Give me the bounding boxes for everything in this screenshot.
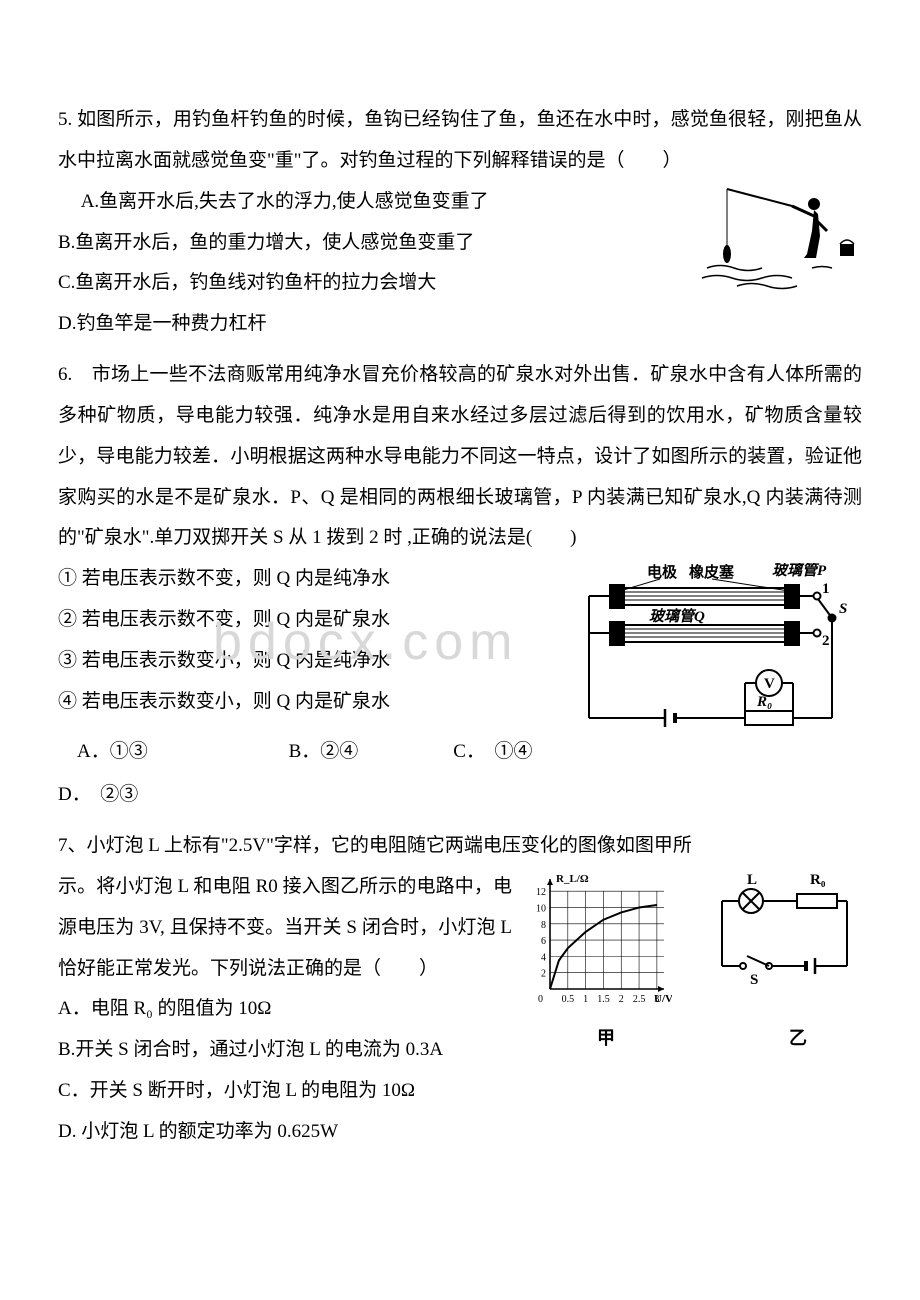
q6-text: 6. 市场上一些不法商贩常用纯净水冒充价格较高的矿泉水对外出售．矿泉水中含有人体… [58, 355, 862, 559]
svg-text:U/V: U/V [654, 993, 672, 1005]
svg-text:S: S [750, 972, 758, 988]
q7-circuit: L R₀ S [707, 871, 857, 1007]
q7-caption-right: 乙 [789, 1019, 807, 1058]
svg-text:1: 1 [583, 994, 588, 1005]
svg-text:S: S [839, 601, 847, 617]
svg-text:2: 2 [541, 969, 546, 980]
svg-text:6: 6 [541, 936, 546, 947]
q6-answer-options: A．①③ B．②④ C． ①④ [58, 732, 618, 773]
q6-opt-b: B．②④ [289, 732, 454, 773]
q6-opt-d: D． ②③ [58, 775, 862, 816]
q5-text: 5. 如图所示，用钓鱼杆钓鱼的时候，鱼钩已经钩住了鱼，鱼还在水中时，感觉鱼很轻，… [58, 100, 862, 182]
svg-text:2: 2 [822, 633, 830, 649]
q6-opt-c: C． ①④ [453, 732, 618, 773]
svg-text:0.5: 0.5 [562, 994, 575, 1005]
svg-text:8: 8 [541, 920, 546, 931]
svg-text:10: 10 [536, 903, 546, 914]
svg-text:橡皮塞: 橡皮塞 [689, 563, 735, 581]
svg-text:1: 1 [822, 581, 830, 597]
fishing-figure [692, 186, 862, 296]
svg-text:2.5: 2.5 [633, 994, 646, 1005]
svg-text:R₀: R₀ [756, 694, 772, 710]
svg-text:1.5: 1.5 [597, 994, 610, 1005]
svg-text:4: 4 [541, 952, 546, 963]
svg-text:0: 0 [538, 994, 543, 1005]
svg-text:L: L [747, 872, 757, 888]
svg-text:12: 12 [536, 887, 546, 898]
q7-text1: 7、小灯泡 L 上标有"2.5V"字样，它的电阻随它两端电压变化的图像如图甲所 [58, 826, 862, 867]
question-7: 7、小灯泡 L 上标有"2.5V"字样，它的电阻随它两端电压变化的图像如图甲所 … [58, 826, 862, 1153]
question-5: 5. 如图所示，用钓鱼杆钓鱼的时候，鱼钩已经钩住了鱼，鱼还在水中时，感觉鱼很轻，… [58, 100, 862, 345]
q5-opt-d: D.钓鱼竿是一种费力杠杆 [58, 304, 862, 345]
svg-text:R₀: R₀ [810, 872, 826, 888]
question-6: 6. 市场上一些不法商贩常用纯净水冒充价格较高的矿泉水对外出售．矿泉水中含有人体… [58, 355, 862, 816]
q7-graph: 0.511.522.53246810120R_L/ΩU/V [522, 871, 672, 1027]
q7-caption-left: 甲 [597, 1019, 615, 1058]
q7-figures: 0.511.522.53246810120R_L/ΩU/V [522, 871, 862, 1058]
q7-opt-c: C．开关 S 断开时，小灯泡 L 的电阻为 10Ω [58, 1071, 862, 1112]
svg-text:玻璃管Q: 玻璃管Q [649, 608, 705, 625]
q7-opt-d: D. 小灯泡 L 的额定功率为 0.625W [58, 1112, 862, 1153]
q6-opt-a: A．①③ [58, 732, 289, 773]
svg-text:R_L/Ω: R_L/Ω [556, 873, 589, 885]
svg-text:V: V [764, 676, 775, 692]
svg-text:电极: 电极 [647, 563, 678, 581]
q6-circuit-figure: 电极 橡皮塞 玻璃管P 玻璃管Q 1 S 2 V R₀ [577, 563, 862, 728]
svg-text:玻璃管P: 玻璃管P [772, 563, 827, 579]
svg-text:2: 2 [619, 994, 624, 1005]
